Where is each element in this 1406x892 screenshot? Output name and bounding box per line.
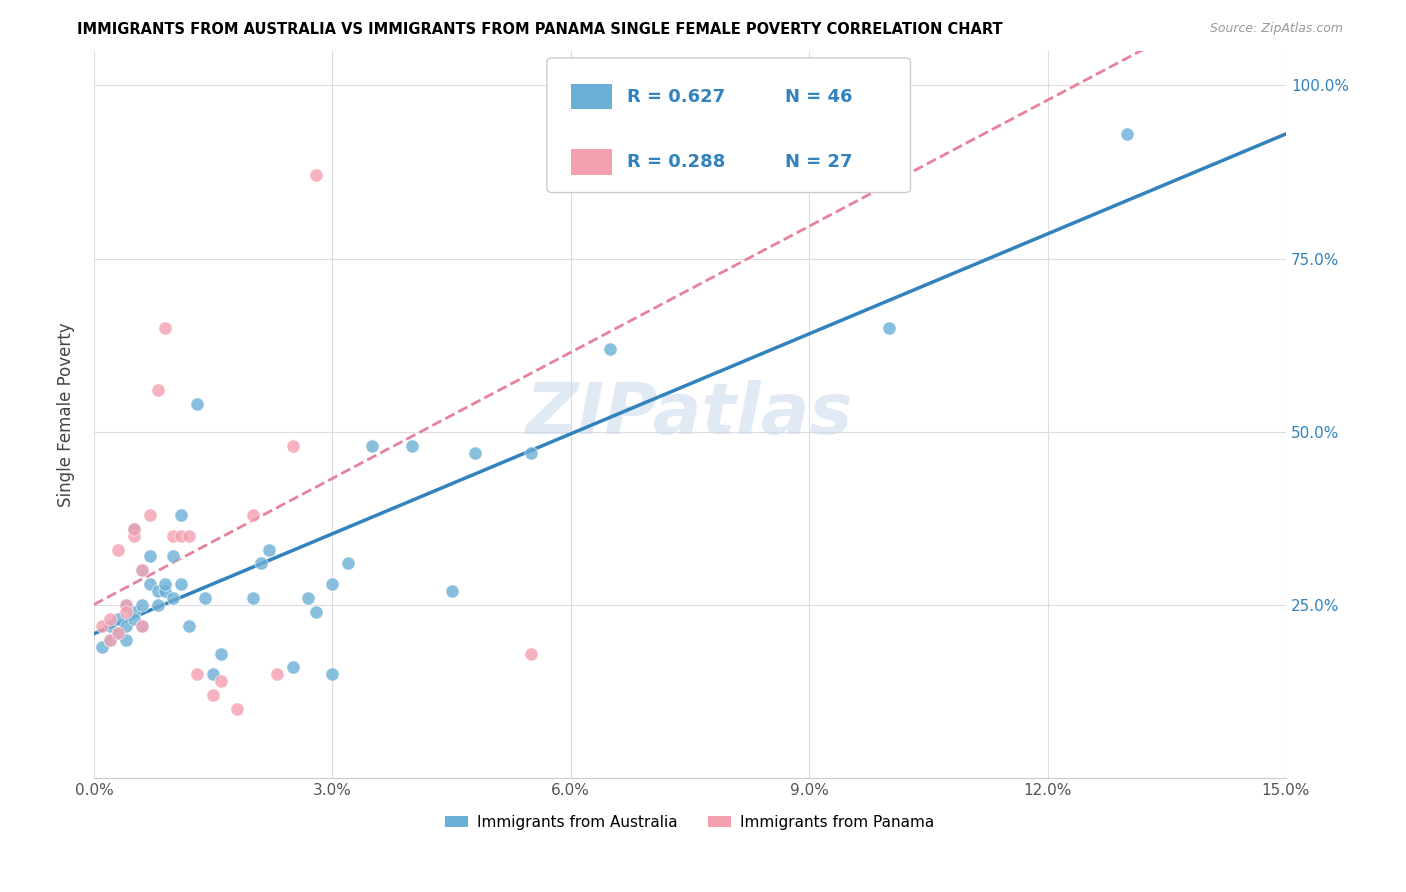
- Point: [98, 632, 121, 647]
- Point: [98, 619, 121, 633]
- Point: [162, 591, 184, 605]
- Point: [209, 674, 232, 689]
- Point: [202, 667, 225, 681]
- Point: [98, 612, 121, 626]
- Point: [122, 522, 145, 536]
- Point: [107, 625, 129, 640]
- Point: [520, 445, 543, 459]
- Point: [170, 529, 193, 543]
- Point: [107, 542, 129, 557]
- Point: [202, 688, 225, 702]
- Legend: Immigrants from Australia, Immigrants from Panama: Immigrants from Australia, Immigrants fr…: [439, 809, 941, 836]
- Point: [179, 529, 201, 543]
- Point: [155, 584, 177, 599]
- Bar: [571, 84, 613, 109]
- Point: [257, 542, 280, 557]
- Point: [122, 605, 145, 619]
- Point: [90, 619, 112, 633]
- FancyBboxPatch shape: [547, 58, 911, 193]
- Point: [114, 598, 136, 612]
- Point: [281, 660, 304, 674]
- Point: [599, 342, 621, 356]
- Point: [337, 557, 360, 571]
- Point: [122, 612, 145, 626]
- Point: [179, 619, 201, 633]
- Point: [90, 640, 112, 654]
- Point: [305, 169, 328, 183]
- Point: [138, 508, 160, 522]
- Point: [266, 667, 288, 681]
- Point: [242, 508, 264, 522]
- Point: [146, 598, 169, 612]
- Point: [138, 549, 160, 564]
- Point: [194, 591, 217, 605]
- Point: [114, 598, 136, 612]
- Point: [464, 445, 486, 459]
- Point: [209, 647, 232, 661]
- Point: [114, 619, 136, 633]
- Point: [122, 522, 145, 536]
- Point: [281, 439, 304, 453]
- Point: [155, 577, 177, 591]
- Point: [146, 383, 169, 397]
- Point: [226, 702, 249, 716]
- Point: [131, 563, 153, 577]
- Text: R = 0.627: R = 0.627: [627, 87, 725, 105]
- Y-axis label: Single Female Poverty: Single Female Poverty: [58, 322, 75, 507]
- Text: N = 27: N = 27: [786, 153, 853, 171]
- Point: [138, 577, 160, 591]
- Point: [401, 439, 423, 453]
- Point: [131, 619, 153, 633]
- Point: [98, 632, 121, 647]
- Point: [242, 591, 264, 605]
- Text: N = 46: N = 46: [786, 87, 853, 105]
- Point: [131, 563, 153, 577]
- Point: [440, 584, 463, 599]
- Point: [638, 106, 661, 120]
- Point: [155, 321, 177, 335]
- Point: [107, 625, 129, 640]
- Point: [361, 439, 384, 453]
- Text: R = 0.288: R = 0.288: [627, 153, 725, 171]
- Point: [162, 529, 184, 543]
- Point: [186, 397, 208, 411]
- Point: [122, 529, 145, 543]
- Point: [321, 667, 343, 681]
- Point: [131, 598, 153, 612]
- Point: [186, 667, 208, 681]
- Point: [520, 647, 543, 661]
- Point: [131, 619, 153, 633]
- Bar: [571, 149, 613, 175]
- Point: [321, 577, 343, 591]
- Point: [877, 321, 900, 335]
- Point: [114, 605, 136, 619]
- Point: [250, 557, 273, 571]
- Point: [114, 632, 136, 647]
- Point: [305, 605, 328, 619]
- Point: [1116, 127, 1139, 141]
- Point: [162, 549, 184, 564]
- Point: [107, 612, 129, 626]
- Point: [146, 584, 169, 599]
- Text: IMMIGRANTS FROM AUSTRALIA VS IMMIGRANTS FROM PANAMA SINGLE FEMALE POVERTY CORREL: IMMIGRANTS FROM AUSTRALIA VS IMMIGRANTS …: [77, 22, 1002, 37]
- Point: [297, 591, 319, 605]
- Point: [170, 508, 193, 522]
- Text: ZIPatlas: ZIPatlas: [526, 380, 853, 449]
- Text: Source: ZipAtlas.com: Source: ZipAtlas.com: [1209, 22, 1343, 36]
- Point: [170, 577, 193, 591]
